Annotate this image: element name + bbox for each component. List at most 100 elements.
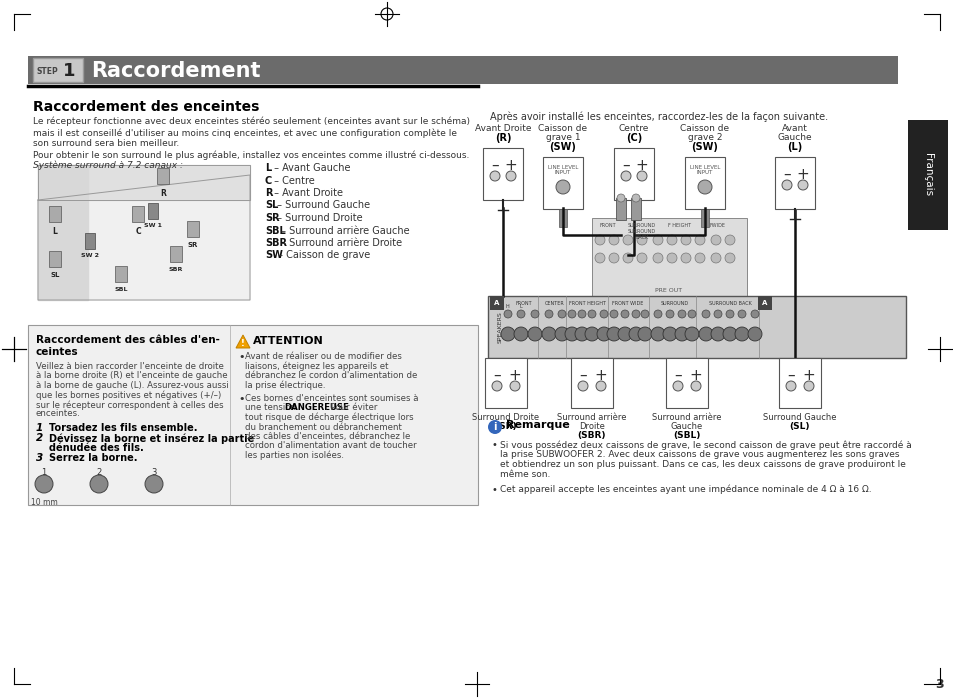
Text: •: • xyxy=(492,485,497,495)
Bar xyxy=(907,120,947,230)
Circle shape xyxy=(575,327,588,341)
Text: L: L xyxy=(519,304,522,309)
Text: sur le récepteur correspondent à celles des: sur le récepteur correspondent à celles … xyxy=(36,400,223,410)
Circle shape xyxy=(680,253,690,263)
Circle shape xyxy=(514,327,527,341)
Circle shape xyxy=(675,327,688,341)
Bar xyxy=(132,206,144,222)
Circle shape xyxy=(628,327,642,341)
Bar xyxy=(187,221,199,237)
Text: Français: Français xyxy=(923,154,932,197)
Text: Surround arrière: Surround arrière xyxy=(557,413,626,422)
Circle shape xyxy=(747,327,761,341)
Text: grave 1: grave 1 xyxy=(545,133,579,142)
Text: (SBR): (SBR) xyxy=(578,431,605,440)
Circle shape xyxy=(608,235,618,245)
Text: SPEAKERS: SPEAKERS xyxy=(497,311,502,343)
Bar xyxy=(614,148,654,200)
Text: Avant: Avant xyxy=(781,124,807,133)
Text: 2: 2 xyxy=(96,468,102,477)
Text: i: i xyxy=(493,422,497,432)
Text: – Surround Gauche: – Surround Gauche xyxy=(274,200,370,211)
Circle shape xyxy=(578,381,587,391)
Text: 3: 3 xyxy=(935,678,943,692)
Text: A: A xyxy=(761,300,767,306)
Text: Avant Droite: Avant Droite xyxy=(475,124,531,133)
Text: SBL: SBL xyxy=(265,225,286,235)
Text: 2: 2 xyxy=(36,433,43,443)
Bar xyxy=(616,198,625,220)
Text: à la borne de gauche (L). Assurez-vous aussi: à la borne de gauche (L). Assurez-vous a… xyxy=(36,381,229,390)
Circle shape xyxy=(803,381,813,391)
Bar xyxy=(684,157,724,209)
Polygon shape xyxy=(38,165,88,300)
Text: (SL): (SL) xyxy=(789,422,809,431)
Text: SR: SR xyxy=(265,213,279,223)
Circle shape xyxy=(687,310,696,318)
Text: +: + xyxy=(594,368,607,383)
Text: (SBL): (SBL) xyxy=(673,431,700,440)
Text: liaisons, éteignez les appareils et: liaisons, éteignez les appareils et xyxy=(245,362,388,371)
Text: CENTER: CENTER xyxy=(544,301,564,306)
Circle shape xyxy=(785,381,795,391)
Text: 1: 1 xyxy=(63,62,75,80)
Circle shape xyxy=(640,310,648,318)
Text: du branchement ou débranchement: du branchement ou débranchement xyxy=(245,422,401,431)
Text: –: – xyxy=(621,158,629,173)
Text: ceintes: ceintes xyxy=(36,347,78,357)
Circle shape xyxy=(597,327,610,341)
Text: 1: 1 xyxy=(41,468,47,477)
Circle shape xyxy=(637,253,646,263)
Text: que les bornes positives et négatives (+/–): que les bornes positives et négatives (+… xyxy=(36,390,221,400)
Text: –: – xyxy=(786,368,794,383)
Text: Remarque: Remarque xyxy=(505,420,569,430)
Circle shape xyxy=(609,310,618,318)
Bar xyxy=(758,296,771,310)
Text: mais il est conseillé d'utiliser au moins cinq enceintes, et avec une configurat: mais il est conseillé d'utiliser au moin… xyxy=(33,128,456,138)
Circle shape xyxy=(556,180,569,194)
Bar xyxy=(482,148,522,200)
Bar xyxy=(49,251,61,267)
Polygon shape xyxy=(38,165,250,200)
Circle shape xyxy=(724,235,734,245)
Text: LINE LEVEL: LINE LEVEL xyxy=(547,165,578,170)
Bar xyxy=(571,358,613,408)
Text: +: + xyxy=(504,158,517,173)
Circle shape xyxy=(584,327,598,341)
Bar xyxy=(592,218,746,296)
Circle shape xyxy=(503,310,512,318)
Text: Caisson de: Caisson de xyxy=(537,124,587,133)
Bar xyxy=(665,358,707,408)
Text: SBR: SBR xyxy=(265,238,287,248)
Text: la prise électrique.: la prise électrique. xyxy=(245,380,325,390)
Text: (C): (C) xyxy=(625,133,641,143)
Text: – Surround Droite: – Surround Droite xyxy=(274,213,362,223)
Circle shape xyxy=(595,253,604,263)
Circle shape xyxy=(500,327,515,341)
Text: –: – xyxy=(674,368,681,383)
Text: – Centre: – Centre xyxy=(271,175,314,186)
Bar xyxy=(85,233,95,249)
Text: et obtiendrez un son plus puissant. Dans ce cas, les deux caissons de grave prod: et obtiendrez un son plus puissant. Dans… xyxy=(499,460,905,469)
Bar xyxy=(558,209,566,227)
Text: SBR: SBR xyxy=(169,267,183,272)
Circle shape xyxy=(527,327,541,341)
Bar xyxy=(157,168,169,184)
Bar xyxy=(170,246,182,262)
Text: Système surround à 7.2 canaux :: Système surround à 7.2 canaux : xyxy=(33,161,183,170)
Circle shape xyxy=(35,475,53,493)
Text: Serrez la borne.: Serrez la borne. xyxy=(49,453,137,463)
Text: Veillez à bien raccorder l'enceinte de droite: Veillez à bien raccorder l'enceinte de d… xyxy=(36,362,224,371)
Text: 3: 3 xyxy=(152,468,156,477)
Circle shape xyxy=(505,171,516,181)
Circle shape xyxy=(690,381,700,391)
Circle shape xyxy=(637,171,646,181)
Text: F HEIGHT: F HEIGHT xyxy=(668,223,691,228)
Text: –: – xyxy=(782,167,790,182)
Circle shape xyxy=(596,381,605,391)
Text: . Pour éviter: . Pour éviter xyxy=(324,403,376,413)
Text: Gauche: Gauche xyxy=(777,133,811,142)
Polygon shape xyxy=(235,335,250,348)
Circle shape xyxy=(618,327,631,341)
Circle shape xyxy=(510,381,519,391)
